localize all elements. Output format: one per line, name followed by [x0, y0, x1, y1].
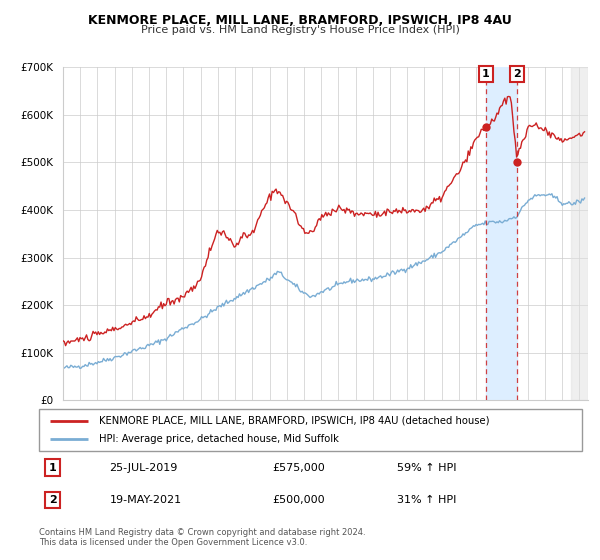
Text: KENMORE PLACE, MILL LANE, BRAMFORD, IPSWICH, IP8 4AU: KENMORE PLACE, MILL LANE, BRAMFORD, IPSW… — [88, 14, 512, 27]
Text: KENMORE PLACE, MILL LANE, BRAMFORD, IPSWICH, IP8 4AU (detached house): KENMORE PLACE, MILL LANE, BRAMFORD, IPSW… — [99, 416, 489, 426]
Text: 25-JUL-2019: 25-JUL-2019 — [110, 463, 178, 473]
Text: 1: 1 — [482, 69, 490, 79]
Bar — [486, 67, 517, 400]
Text: 19-MAY-2021: 19-MAY-2021 — [110, 495, 182, 505]
Text: Price paid vs. HM Land Registry's House Price Index (HPI): Price paid vs. HM Land Registry's House … — [140, 25, 460, 35]
Text: 1: 1 — [49, 463, 56, 473]
Text: £500,000: £500,000 — [272, 495, 325, 505]
Text: £575,000: £575,000 — [272, 463, 325, 473]
Text: 2: 2 — [49, 495, 56, 505]
Bar — [571, 67, 588, 400]
Text: HPI: Average price, detached house, Mid Suffolk: HPI: Average price, detached house, Mid … — [99, 434, 338, 444]
Text: 2: 2 — [513, 69, 521, 79]
Text: Contains HM Land Registry data © Crown copyright and database right 2024.: Contains HM Land Registry data © Crown c… — [39, 528, 365, 536]
Text: This data is licensed under the Open Government Licence v3.0.: This data is licensed under the Open Gov… — [39, 538, 307, 547]
Text: 31% ↑ HPI: 31% ↑ HPI — [397, 495, 457, 505]
Text: 59% ↑ HPI: 59% ↑ HPI — [397, 463, 457, 473]
